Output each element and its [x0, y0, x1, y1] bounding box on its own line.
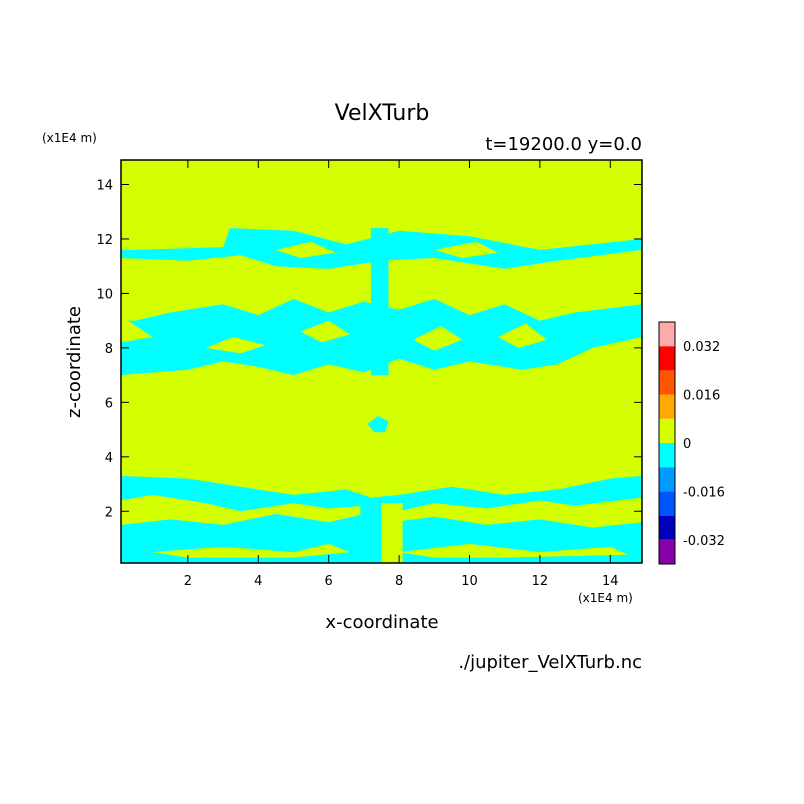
y-tick-label: 2 [105, 505, 113, 520]
negative-region-blob-z5 [367, 416, 389, 433]
colorbar-tick-label: 0.016 [683, 389, 720, 404]
colorbar-swatch [659, 394, 675, 419]
x-tick-label: 2 [184, 574, 192, 589]
colorbar-swatch [659, 322, 675, 347]
colorbar-swatch [659, 443, 675, 468]
positive-region-holes-z12-b [434, 241, 498, 258]
positive-region-holes-z12-a [275, 241, 336, 258]
x-tick-label: 6 [325, 574, 333, 589]
x-units-label: (x1E4 m) [578, 591, 633, 605]
colorbar-swatch [659, 467, 675, 492]
colorbar-tick-label: 0 [683, 437, 691, 452]
colorbar-swatch [659, 491, 675, 516]
y-tick-label: 6 [105, 396, 113, 411]
y-tick-label: 4 [105, 451, 113, 466]
negative-region-band-z3 [121, 475, 642, 512]
negative-region-column-x7.5-upper [370, 228, 389, 376]
chart-subtitle: t=19200.0 y=0.0 [485, 134, 642, 155]
source-filename: ./jupiter_VelXTurb.nc [458, 652, 642, 673]
positive-region-gap-z1-b [399, 543, 628, 558]
plot-frame [120, 159, 643, 564]
y-tick-label: 12 [96, 233, 113, 248]
colorbar-swatch [659, 370, 675, 395]
positive-region-gap-z1-a [152, 543, 350, 558]
x-axis-label: x-coordinate [325, 612, 438, 633]
x-tick-label: 14 [602, 574, 619, 589]
contour-fill-group [121, 228, 642, 563]
positive-region-holes-z9-c [413, 326, 463, 351]
colorbar-swatch [659, 539, 675, 564]
colorbar-swatch [659, 515, 675, 540]
x-tick-label: 12 [532, 574, 549, 589]
colorbar-ticks: 0.032 0.016 0 -0.016 -0.032 [683, 340, 725, 549]
colorbar [658, 321, 676, 565]
positive-region-holes-z9-b [300, 320, 350, 343]
y-tick-label: 14 [96, 179, 113, 194]
colorbar-frame [658, 321, 676, 565]
negative-region-column-x7.2 [360, 497, 382, 563]
y-tick-label: 8 [105, 342, 113, 357]
x-tick-label: 10 [461, 574, 478, 589]
colorbar-tick-label: -0.032 [683, 534, 725, 549]
x-tick-label: 8 [395, 574, 403, 589]
chart-title: VelXTurb [335, 101, 430, 126]
y-axis-label: z-coordinate [64, 306, 85, 418]
x-axis: 2 4 6 8 10 12 14 [184, 160, 619, 589]
positive-region-column-x8 [381, 503, 403, 563]
positive-region-holes-z9-a [205, 337, 266, 354]
y-tick-label: 10 [96, 287, 113, 302]
colorbar-tick-label: 0.032 [683, 340, 720, 355]
y-axis: 2 4 6 8 10 12 14 [96, 179, 642, 520]
positive-region-holes-z9-d [497, 323, 547, 348]
x-tick-label: 4 [254, 574, 262, 589]
colorbar-swatch [659, 418, 675, 443]
y-units-label: (x1E4 m) [42, 131, 97, 145]
colorbar-tick-label: -0.016 [683, 485, 725, 500]
colorbar-swatch [659, 346, 675, 371]
